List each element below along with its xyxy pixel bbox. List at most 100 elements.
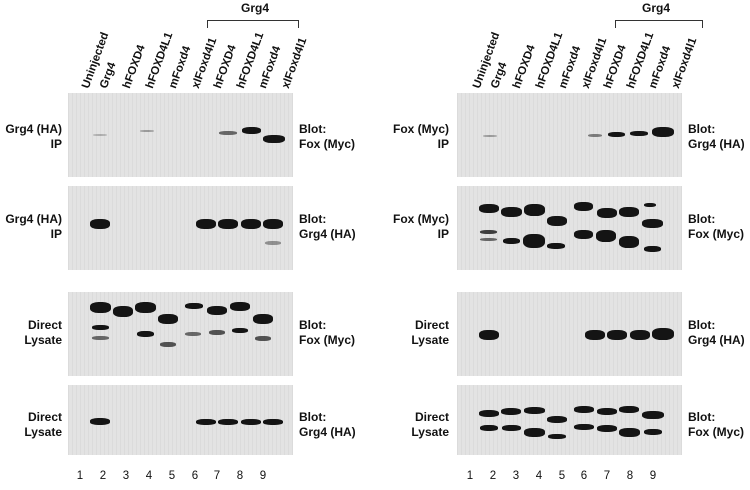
blot-band	[619, 428, 640, 437]
group-bracket	[615, 20, 703, 28]
blot-band	[480, 230, 497, 234]
blot-band	[92, 336, 109, 340]
lane-header: mFoxd4	[167, 44, 194, 91]
blot-band	[196, 219, 216, 229]
blot-label: Blot: Grg4 (HA)	[299, 212, 356, 241]
blot-band	[140, 130, 154, 132]
blot-band	[642, 411, 664, 419]
blot-label: Blot: Grg4 (HA)	[688, 318, 745, 347]
blot-band	[644, 429, 662, 435]
blot-band	[642, 219, 663, 228]
blot-band	[90, 418, 110, 425]
blot-band	[160, 342, 176, 347]
blot-band	[585, 330, 605, 340]
lane-header: mFoxd4	[647, 44, 674, 91]
blot-band	[218, 419, 238, 425]
blot-band	[501, 207, 522, 217]
group-label: Grg4	[641, 1, 670, 15]
blot-band	[263, 219, 283, 229]
blot-band	[255, 336, 271, 341]
blot-band	[185, 332, 201, 336]
lane-number: 6	[191, 470, 199, 482]
blot-band	[218, 219, 238, 229]
blot-band	[630, 330, 650, 340]
blot-band	[196, 419, 216, 425]
blot-band	[548, 434, 566, 439]
blot-panel	[457, 292, 682, 376]
blot-band	[113, 306, 133, 317]
lane-number: 7	[603, 470, 611, 482]
blot-band	[219, 131, 237, 135]
blot-band	[480, 238, 497, 241]
lane-header: mFoxd4	[257, 44, 284, 91]
lane-number: 8	[626, 470, 634, 482]
blot-band	[524, 204, 545, 216]
blot-band	[253, 314, 273, 324]
lane-number: 8	[236, 470, 244, 482]
blot-panel	[457, 186, 682, 270]
blot-panel	[457, 385, 682, 455]
blot-band	[619, 406, 639, 413]
blot-band	[574, 424, 594, 430]
blot-band	[652, 328, 674, 340]
lane-number: 5	[168, 470, 176, 482]
blot-band	[574, 202, 593, 211]
blot-band	[207, 306, 227, 315]
blot-band	[597, 425, 617, 432]
blot-band	[644, 246, 661, 252]
row-label: Direct Lysate	[24, 410, 62, 439]
blot-band	[232, 328, 248, 333]
blot-band	[523, 234, 545, 248]
blot-band	[135, 302, 156, 313]
blot-band	[608, 132, 625, 137]
group-label: Grg4	[240, 1, 269, 15]
lane-header: xlFoxd4l1	[280, 36, 310, 91]
blot-band	[501, 408, 521, 415]
blot-label: Blot: Grg4 (HA)	[299, 410, 356, 439]
blot-label: Blot: Fox (Myc)	[299, 318, 356, 347]
blot-band	[265, 241, 281, 245]
row-label: Fox (Myc) IP	[392, 212, 449, 241]
blot-band	[241, 219, 261, 229]
blot-band	[92, 325, 109, 330]
lane-number: 3	[122, 470, 130, 482]
blot-band	[597, 208, 617, 218]
lane-number: 4	[535, 470, 543, 482]
blot-band	[547, 216, 567, 226]
lane-number: 1	[466, 470, 474, 482]
lane-number: 5	[558, 470, 566, 482]
blot-band	[607, 330, 627, 340]
lane-number: 9	[649, 470, 657, 482]
blot-band	[574, 230, 593, 239]
blot-label: Blot: Fox (Myc)	[688, 212, 745, 241]
blot-band	[90, 219, 110, 229]
blot-band	[158, 314, 178, 324]
lane-header: mFoxd4	[557, 44, 584, 91]
blot-band	[502, 425, 521, 431]
blot-panel	[68, 385, 293, 455]
lane-number: 1	[76, 470, 84, 482]
blot-band	[547, 243, 565, 249]
lane-number: 2	[489, 470, 497, 482]
blot-band	[503, 238, 520, 244]
blot-band	[480, 425, 498, 431]
blot-band	[241, 419, 261, 425]
lane-number: 6	[580, 470, 588, 482]
blot-band	[263, 135, 285, 143]
row-label: Direct Lysate	[24, 318, 62, 347]
blot-band	[524, 428, 545, 437]
blot-band	[524, 407, 545, 414]
row-label: Direct Lysate	[411, 410, 449, 439]
blot-band	[630, 131, 648, 136]
blot-band	[574, 406, 594, 413]
blot-band	[588, 134, 602, 137]
blot-band	[137, 331, 154, 337]
lane-header: Grg4	[489, 60, 510, 91]
blot-label: Blot: Fox (Myc)	[299, 122, 356, 151]
blot-band	[479, 204, 499, 213]
group-bracket	[207, 20, 299, 28]
blot-band	[230, 302, 250, 311]
lane-header: Grg4	[98, 60, 119, 91]
blot-panel	[68, 292, 293, 376]
